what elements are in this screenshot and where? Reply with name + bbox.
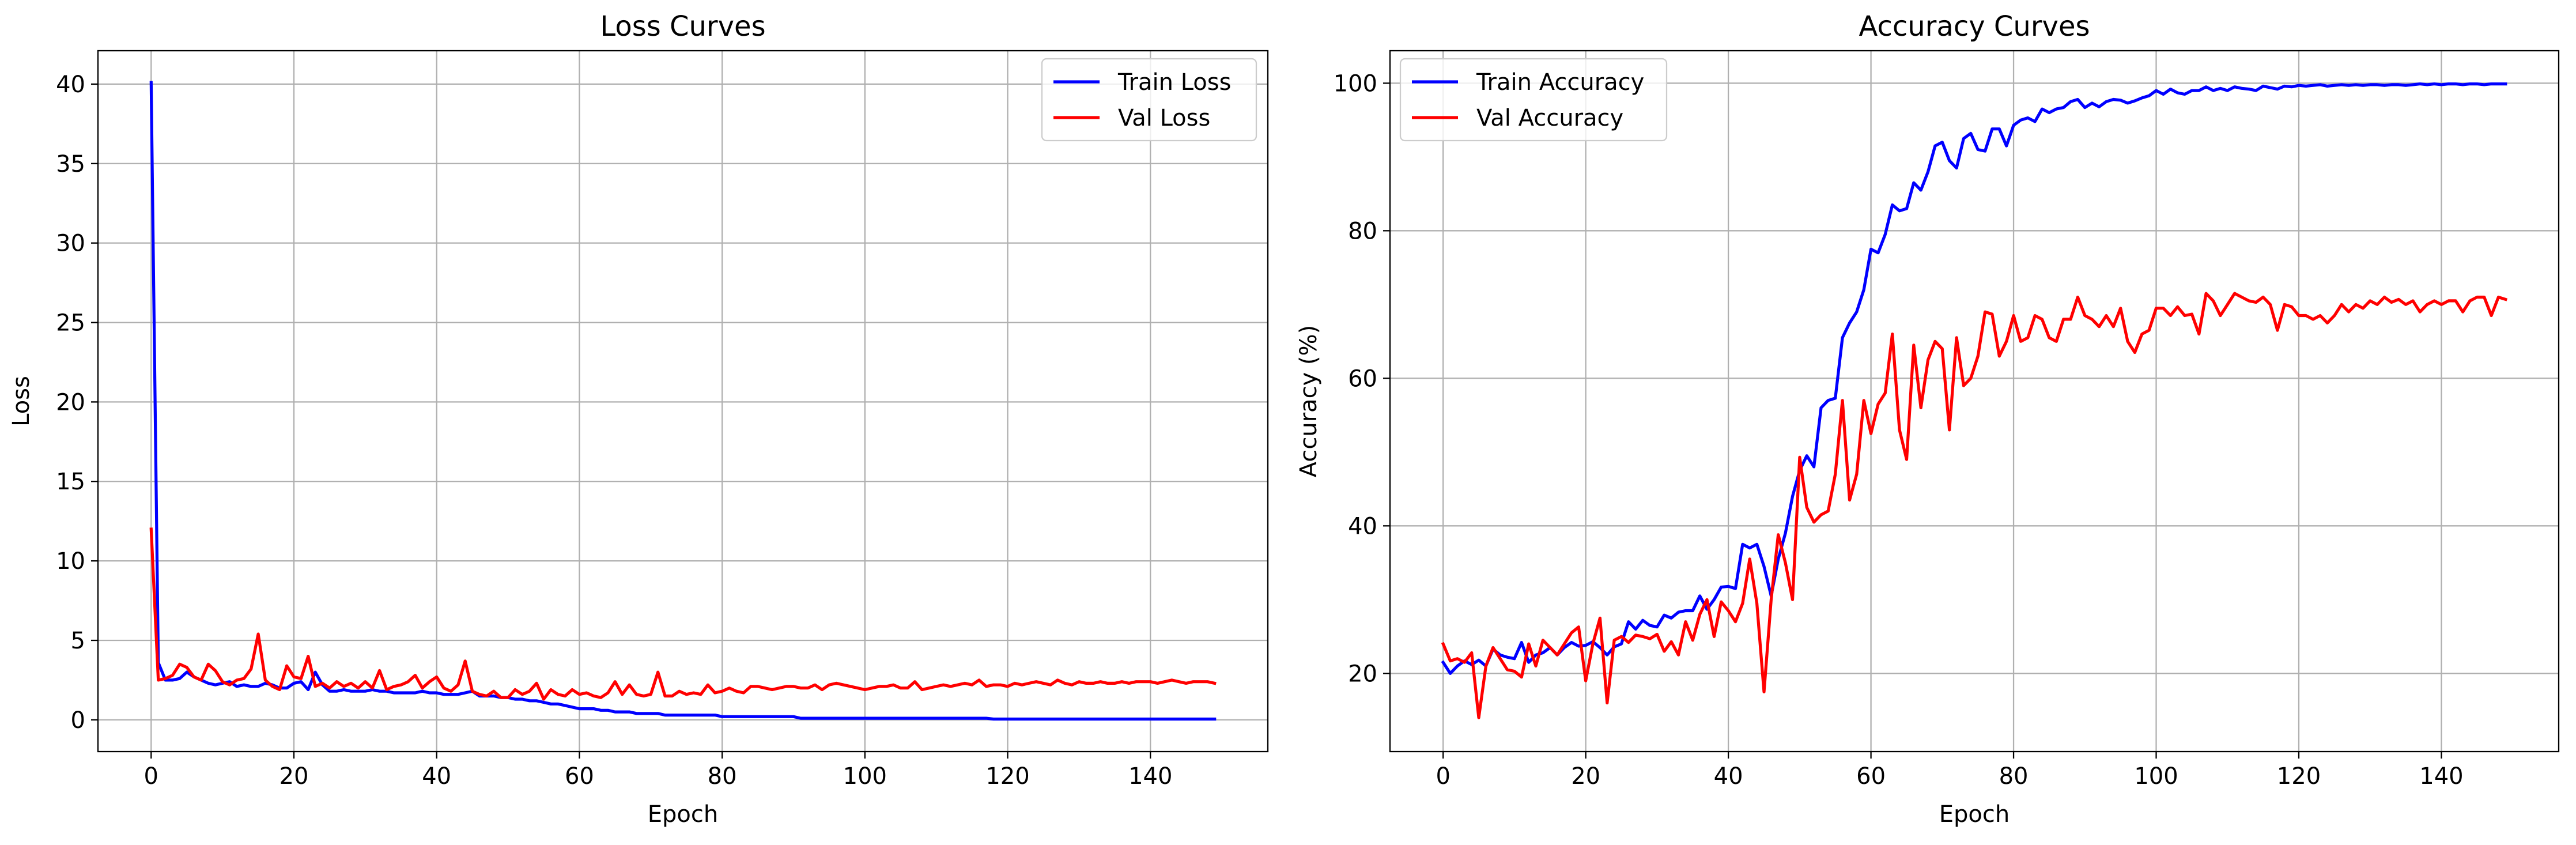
accuracy-x-tick-label-60: 60 <box>1856 763 1886 790</box>
loss-y-tick-label-40: 40 <box>56 71 85 98</box>
loss-x-tick-label-140: 140 <box>1128 763 1172 790</box>
loss-y-tick-label-0: 0 <box>71 707 85 734</box>
loss-x-tick-label-40: 40 <box>422 763 451 790</box>
legend-label-train-loss: Train Loss <box>1117 69 1231 96</box>
loss-x-axis-label: Epoch <box>648 801 718 828</box>
accuracy-x-tick-label-20: 20 <box>1571 763 1600 790</box>
accuracy-y-tick-label-60: 60 <box>1348 365 1377 392</box>
accuracy-chart-panel: 0 20 40 60 80 100 120 140 20 40 60 80 100 Accuracy … <box>1295 10 2560 828</box>
accuracy-legend-box <box>1399 58 1668 142</box>
loss-grid <box>98 51 1268 752</box>
loss-y-tick-label-25: 25 <box>56 310 85 337</box>
series-line-val-accuracy <box>1441 292 2508 719</box>
accuracy-y-tick-label-40: 40 <box>1348 513 1377 540</box>
accuracy-x-tick-label-40: 40 <box>1714 763 1743 790</box>
accuracy-y-tick-label-100: 100 <box>1334 70 1377 97</box>
loss-chart-panel: 0 20 40 60 80 100 120 140 0 5 10 15 20 25 30 35 40 Loss… <box>8 10 1269 828</box>
accuracy-y-tick-label-80: 80 <box>1348 218 1377 244</box>
loss-x-tick-label-20: 20 <box>279 763 309 790</box>
accuracy-x-ticks: 0 20 40 60 80 100 120 140 <box>1436 752 2464 790</box>
legend-label-train-accuracy: Train Accuracy <box>1476 69 1644 96</box>
series-line-train-loss <box>149 81 1217 721</box>
accuracy-chart-title: Accuracy Curves <box>1859 10 2090 43</box>
loss-x-tick-label-120: 120 <box>985 763 1029 790</box>
loss-x-ticks: 0 20 40 60 80 100 120 140 <box>144 752 1172 790</box>
loss-y-tick-label-30: 30 <box>56 231 85 257</box>
accuracy-x-tick-label-100: 100 <box>2134 763 2178 790</box>
accuracy-grid <box>1390 51 2559 752</box>
accuracy-x-tick-label-80: 80 <box>1999 763 2029 790</box>
accuracy-x-tick-label-0: 0 <box>1436 763 1450 790</box>
loss-y-tick-label-35: 35 <box>56 151 85 178</box>
loss-series-lines <box>149 81 1217 721</box>
loss-y-tick-label-5: 5 <box>71 628 85 654</box>
loss-plot-frame <box>97 50 1269 753</box>
loss-y-tick-label-15: 15 <box>56 469 85 495</box>
loss-legend-box <box>1041 58 1257 142</box>
accuracy-y-axis-label: Accuracy (%) <box>1295 325 1322 478</box>
loss-x-tick-label-60: 60 <box>565 763 594 790</box>
loss-chart-title: Loss Curves <box>600 10 765 43</box>
loss-legend: Train Loss Val Loss <box>1041 58 1257 142</box>
accuracy-y-ticks: 20 40 60 80 100 <box>1334 70 1390 687</box>
series-line-val-loss <box>149 527 1217 701</box>
loss-y-axis-label: Loss <box>8 376 35 427</box>
loss-y-ticks: 0 5 10 15 20 25 30 35 40 <box>56 71 98 734</box>
accuracy-x-tick-label-120: 120 <box>2277 763 2321 790</box>
accuracy-plot-frame <box>1389 50 2560 753</box>
loss-x-tick-label-80: 80 <box>708 763 737 790</box>
loss-x-tick-label-0: 0 <box>144 763 158 790</box>
accuracy-x-tick-label-140: 140 <box>2419 763 2463 790</box>
legend-label-val-loss: Val Loss <box>1118 105 1210 131</box>
legend-label-val-accuracy: Val Accuracy <box>1476 105 1623 131</box>
loss-y-tick-label-20: 20 <box>56 389 85 416</box>
accuracy-x-axis-label: Epoch <box>1939 801 2010 828</box>
loss-y-tick-label-10: 10 <box>56 548 85 575</box>
loss-x-tick-label-100: 100 <box>843 763 887 790</box>
accuracy-series-lines <box>1441 82 2508 719</box>
accuracy-y-tick-label-20: 20 <box>1348 661 1377 687</box>
accuracy-legend: Train Accuracy Val Accuracy <box>1399 58 1668 142</box>
series-line-train-accuracy <box>1441 82 2507 675</box>
